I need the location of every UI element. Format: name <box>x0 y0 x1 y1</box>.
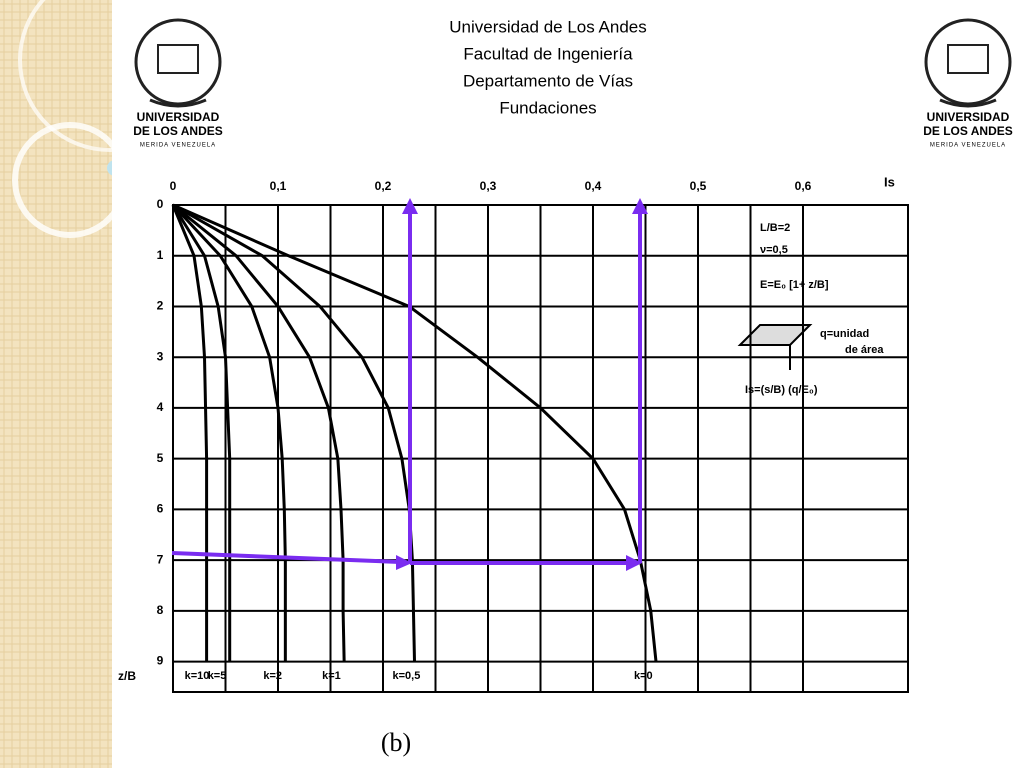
curve <box>171 204 232 662</box>
y-tick-label: 3 <box>157 349 164 363</box>
arrow-head <box>626 555 642 571</box>
header-line: Fundaciones <box>499 98 596 117</box>
curve <box>172 203 416 662</box>
curve-label: k=2 <box>263 670 282 682</box>
curve <box>172 203 346 662</box>
logo-left: UNIVERSIDAD DE LOS ANDES MERIDA VENEZUEL… <box>133 18 223 149</box>
header-line: Departamento de Vías <box>463 71 633 90</box>
note: L/B=2 <box>760 222 790 234</box>
logo-text: DE LOS ANDES <box>923 124 1013 138</box>
y-tick-label: 7 <box>157 552 164 566</box>
y-tick-label: 5 <box>157 451 164 465</box>
x-tick-label: 0,1 <box>270 179 287 193</box>
y-tick-label: 1 <box>157 248 164 262</box>
curve-label: k=0 <box>634 670 653 682</box>
curve-label: k=5 <box>208 670 227 682</box>
x-tick-label: 0,5 <box>690 179 707 193</box>
footing-icon <box>737 324 813 346</box>
note: E=E₀ [1+ z/B] <box>760 279 829 291</box>
scan-area <box>112 160 912 708</box>
note: q=unidad <box>820 328 869 340</box>
x-tick-label: 0,6 <box>795 179 812 193</box>
curve <box>171 203 287 662</box>
y-tick-label: 6 <box>157 502 164 516</box>
arrow-head <box>396 555 412 570</box>
arrow <box>171 551 401 564</box>
arrow-head <box>402 198 418 214</box>
note: Is=(s/B) (q/E₀) <box>745 384 818 396</box>
logo-right: UNIVERSIDAD DE LOS ANDES MERIDA VENEZUEL… <box>923 18 1013 149</box>
logo-text: MERIDA VENEZUELA <box>140 143 216 149</box>
reading-arrows <box>171 198 648 571</box>
deco-circle <box>18 0 202 152</box>
y-tick-label: 4 <box>157 400 164 414</box>
x-axis-label: Is <box>884 174 895 189</box>
note: ν=0,5 <box>760 244 788 256</box>
side-band <box>0 0 112 768</box>
header-line: Facultad de Ingeniería <box>463 44 633 63</box>
header-line: Universidad de Los Andes <box>449 17 647 36</box>
x-tick-label: 0,3 <box>480 179 497 193</box>
y-tick-label: 2 <box>157 299 164 313</box>
logo-text: MERIDA VENEZUELA <box>930 143 1006 149</box>
curve-label: k=0,5 <box>393 670 421 682</box>
y-tick-label: 8 <box>157 603 164 617</box>
curve <box>171 204 209 662</box>
y-tick-label: 9 <box>157 654 164 668</box>
curve-label: k=1 <box>322 670 341 682</box>
x-tick-label: 0 <box>170 179 177 193</box>
x-tick-label: 0,4 <box>585 179 602 193</box>
notes-box: L/B=2 ν=0,5 E=E₀ [1+ z/B] q=unidad de ár… <box>737 222 884 396</box>
caption: (b) <box>381 728 411 757</box>
arrow-head <box>632 198 648 214</box>
curve-label: k=10 <box>185 670 210 682</box>
logo-text: UNIVERSIDAD <box>137 110 220 124</box>
logo-text: DE LOS ANDES <box>133 124 223 138</box>
y-tick-label: 0 <box>157 197 164 211</box>
logo-text: UNIVERSIDAD <box>927 110 1010 124</box>
curve <box>172 203 658 662</box>
y-axis-label: z/B <box>118 669 136 683</box>
note: de área <box>845 344 884 356</box>
x-tick-label: 0,2 <box>375 179 392 193</box>
